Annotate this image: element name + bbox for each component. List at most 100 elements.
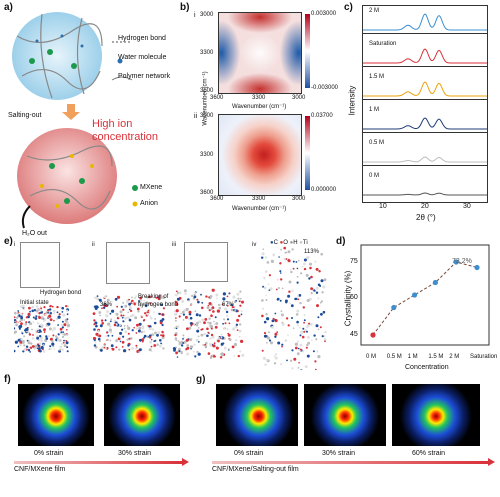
- e-breaking-2: hydrogen bond: [138, 302, 179, 308]
- md-atom: [299, 301, 302, 305]
- md-atom: [47, 309, 49, 312]
- e-sub-ii: ii: [92, 242, 95, 248]
- md-atom: [103, 346, 106, 349]
- md-atom: [159, 339, 162, 342]
- md-atom: [268, 331, 270, 334]
- md-atom: [263, 277, 266, 280]
- md-atom: [63, 323, 67, 327]
- md-atom: [263, 334, 267, 338]
- md-atom: [153, 344, 157, 347]
- md-atom: [182, 334, 185, 337]
- md-atom: [210, 333, 214, 337]
- md-atom: [40, 316, 44, 320]
- c-row-1-5m: 1.5 M: [363, 72, 487, 100]
- md-atom: [195, 313, 199, 317]
- md-atom: [294, 297, 297, 301]
- crystallinity-point-2: [412, 292, 418, 298]
- md-atom: [273, 362, 277, 365]
- md-atom: [25, 345, 29, 348]
- md-atom: [265, 294, 267, 297]
- md-atom: [106, 338, 109, 341]
- md-atom: [176, 356, 179, 358]
- md-atom: [292, 260, 295, 263]
- md-atom: [66, 324, 71, 328]
- md-atom: [319, 301, 322, 304]
- md-atom: [320, 279, 324, 283]
- md-atom: [306, 354, 310, 358]
- md-atom: [203, 332, 206, 336]
- md-atom: [323, 335, 326, 338]
- md-atom: [49, 308, 52, 311]
- md-atom: [308, 322, 311, 325]
- md-atom: [191, 294, 194, 297]
- md-atom: [317, 297, 320, 300]
- md-atom: [306, 324, 310, 328]
- md-atom: [174, 300, 177, 304]
- d-xtick-0: 0 M: [366, 354, 377, 360]
- panel-label-c: c): [344, 2, 353, 13]
- b-i-ytick-1: 3000: [200, 12, 214, 18]
- md-atom: [116, 295, 121, 299]
- md-atom: [206, 334, 209, 338]
- md-atom: [175, 303, 179, 306]
- d-xtick-5: Saturation: [470, 354, 498, 360]
- md-atom: [31, 337, 35, 340]
- md-atom: [127, 311, 130, 314]
- md-atom: [317, 316, 320, 319]
- md-atom: [223, 346, 227, 350]
- md-atom: [266, 336, 270, 340]
- md-atom: [320, 300, 323, 303]
- md-atom: [115, 339, 118, 342]
- md-atom: [139, 299, 143, 302]
- md-atom: [235, 299, 238, 302]
- cb-b-i-min: -0.003000: [311, 85, 339, 91]
- e-sub-i: i: [14, 242, 16, 248]
- md-atom: [196, 321, 199, 325]
- anion-legend-icon: [132, 201, 138, 207]
- md-atom: [280, 248, 282, 251]
- md-atom: [121, 316, 124, 319]
- md-atom: [92, 312, 96, 315]
- md-atom: [66, 350, 69, 353]
- md-atom: [232, 306, 235, 308]
- md-atom: [287, 259, 291, 263]
- md-atom: [137, 310, 140, 313]
- md-atom: [30, 342, 33, 345]
- md-atom: [174, 333, 177, 337]
- md-atom: [175, 351, 179, 355]
- md-atom: [208, 296, 211, 299]
- md-atom: [296, 320, 299, 324]
- md-atom: [188, 310, 192, 314]
- md-atom: [48, 348, 51, 351]
- md-atom: [182, 313, 185, 316]
- md-atom: [17, 310, 20, 312]
- md-atom: [127, 332, 130, 335]
- md-atom: [296, 267, 299, 270]
- md-atom: [147, 325, 150, 327]
- md-atom: [303, 262, 306, 266]
- md-atom: [19, 341, 23, 344]
- md-atom: [297, 324, 299, 327]
- md-atom: [269, 287, 273, 291]
- md-atom: [146, 312, 150, 316]
- md-atom: [206, 327, 209, 331]
- md-atom: [135, 327, 138, 330]
- md-atom: [262, 307, 265, 310]
- md-atom: [49, 318, 53, 321]
- md-atom: [289, 359, 293, 362]
- md-atom: [201, 306, 204, 310]
- md-atom: [34, 317, 38, 320]
- md-atom: [219, 356, 223, 359]
- md-atom: [121, 346, 124, 348]
- md-atom: [17, 345, 20, 348]
- md-atom: [207, 352, 211, 355]
- md-atom: [306, 299, 310, 302]
- md-atom: [154, 331, 157, 335]
- md-atom: [128, 306, 132, 310]
- md-atom: [143, 334, 147, 338]
- md-atom: [272, 253, 276, 257]
- md-atom: [206, 306, 210, 310]
- md-atom: [232, 327, 236, 331]
- panel-label-g: g): [196, 374, 206, 385]
- md-atom: [96, 295, 99, 298]
